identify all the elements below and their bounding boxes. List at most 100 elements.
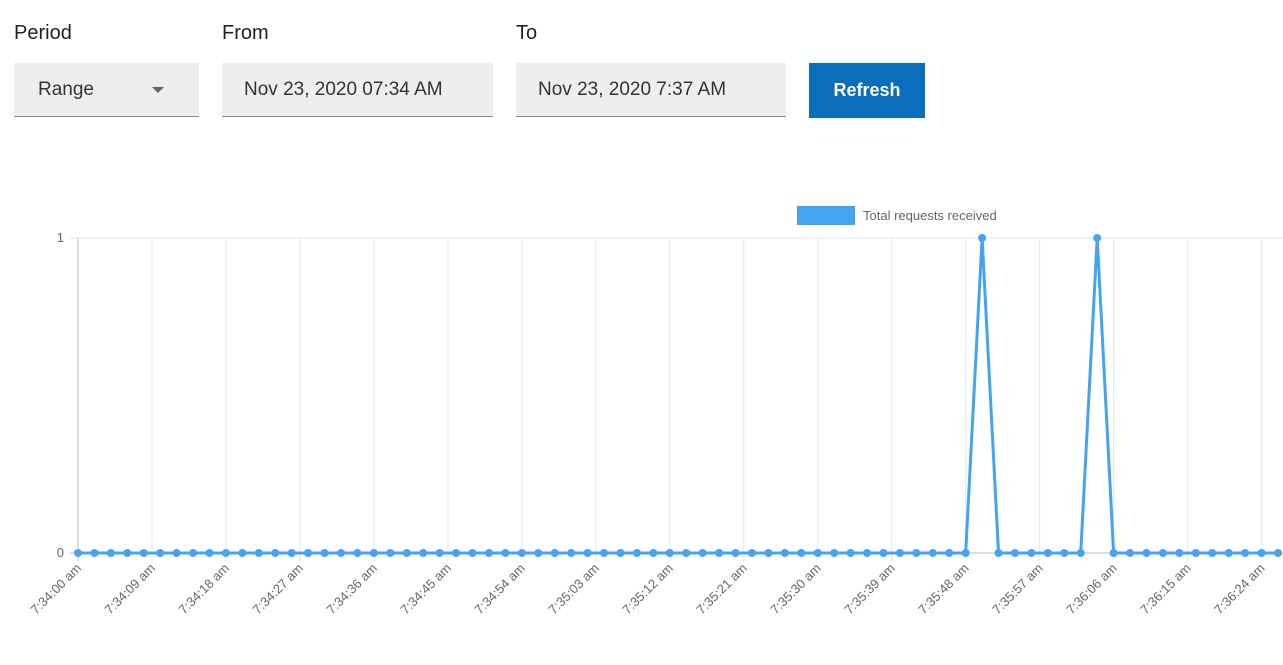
data-point — [484, 549, 493, 557]
data-point — [583, 549, 592, 557]
data-point — [435, 549, 444, 557]
x-tick-label: 7:35:21 am — [693, 561, 750, 618]
data-point — [106, 549, 115, 557]
data-point — [928, 549, 937, 557]
data-point — [320, 549, 329, 557]
data-point — [731, 549, 740, 557]
data-point — [1043, 549, 1052, 557]
data-point — [189, 549, 198, 557]
y-tick-label: 1 — [57, 230, 64, 245]
x-tick-label: 7:35:48 am — [915, 561, 972, 618]
x-tick-label: 7:34:00 am — [28, 561, 85, 618]
to-value: Nov 23, 2020 7:37 AM — [538, 79, 727, 100]
x-tick-label: 7:34:36 am — [323, 561, 380, 618]
data-point — [386, 549, 395, 557]
data-point — [402, 549, 411, 557]
data-point — [1060, 549, 1069, 557]
x-tick-label: 7:34:54 am — [471, 561, 528, 618]
data-point — [1241, 549, 1250, 557]
data-point — [665, 549, 674, 557]
x-tick-label: 7:34:09 am — [101, 561, 158, 618]
data-point — [534, 549, 543, 557]
data-point — [1142, 549, 1151, 557]
data-point — [632, 549, 641, 557]
data-point — [961, 549, 970, 557]
data-point — [74, 549, 82, 557]
data-point — [813, 549, 822, 557]
refresh-button[interactable]: Refresh — [809, 63, 925, 118]
data-point — [353, 549, 362, 557]
data-point — [369, 549, 378, 557]
legend-label: Total requests received — [863, 208, 997, 223]
data-point — [468, 549, 477, 557]
data-point — [254, 549, 263, 557]
data-point — [846, 549, 855, 557]
data-point — [156, 549, 165, 557]
period-value: Range — [38, 79, 94, 100]
legend-swatch — [797, 206, 855, 225]
x-tick-label: 7:35:57 am — [989, 561, 1046, 618]
data-point — [747, 549, 756, 557]
data-point — [90, 549, 99, 557]
dropdown-arrow — [152, 87, 164, 93]
data-point — [287, 549, 296, 557]
data-point — [682, 549, 691, 557]
data-point — [1093, 234, 1102, 242]
data-point — [517, 549, 526, 557]
data-point — [452, 549, 461, 557]
to-label: To — [516, 22, 538, 44]
data-point — [1158, 549, 1167, 557]
data-point — [715, 549, 724, 557]
data-point — [1191, 549, 1200, 557]
data-point — [1027, 549, 1036, 557]
period-label: Period — [14, 22, 72, 44]
data-point — [205, 549, 214, 557]
data-point — [863, 549, 872, 557]
data-point — [1175, 549, 1184, 557]
x-tick-label: 7:36:15 am — [1137, 561, 1194, 618]
data-point — [221, 549, 230, 557]
data-point — [1208, 549, 1217, 557]
data-point — [698, 549, 707, 557]
x-tick-label: 7:34:27 am — [249, 561, 306, 618]
data-point — [567, 549, 576, 557]
x-tick-label: 7:35:39 am — [841, 561, 898, 618]
to-input[interactable]: Nov 23, 2020 7:37 AM — [516, 63, 786, 117]
data-point — [1076, 549, 1085, 557]
x-tick-label: 7:36:24 am — [1211, 561, 1268, 618]
data-point — [945, 549, 954, 557]
data-point — [123, 549, 132, 557]
x-tick-label: 7:34:18 am — [175, 561, 232, 618]
data-point — [419, 549, 428, 557]
x-tick-label: 7:34:45 am — [397, 561, 454, 618]
data-point — [139, 549, 148, 557]
data-point — [978, 234, 987, 242]
x-tick-label: 7:35:03 am — [545, 561, 602, 618]
from-input[interactable]: Nov 23, 2020 07:34 AM — [222, 63, 493, 117]
data-point — [238, 549, 247, 557]
data-point — [1010, 549, 1019, 557]
y-tick-label: 0 — [57, 545, 64, 560]
data-point — [337, 549, 346, 557]
data-point — [616, 549, 625, 557]
data-point — [895, 549, 904, 557]
x-tick-label: 7:36:06 am — [1063, 561, 1120, 618]
period-select[interactable]: Range — [14, 63, 199, 117]
data-point — [1274, 549, 1282, 557]
data-point — [879, 549, 888, 557]
data-point — [830, 549, 839, 557]
data-point — [304, 549, 313, 557]
data-point — [172, 549, 181, 557]
data-point — [797, 549, 806, 557]
x-tick-label: 7:35:12 am — [619, 561, 676, 618]
from-value: Nov 23, 2020 07:34 AM — [244, 79, 443, 100]
from-label: From — [222, 22, 269, 44]
data-point — [600, 549, 609, 557]
data-point — [271, 549, 280, 557]
data-point — [550, 549, 559, 557]
data-point — [501, 549, 510, 557]
data-point — [649, 549, 658, 557]
data-point — [764, 549, 773, 557]
